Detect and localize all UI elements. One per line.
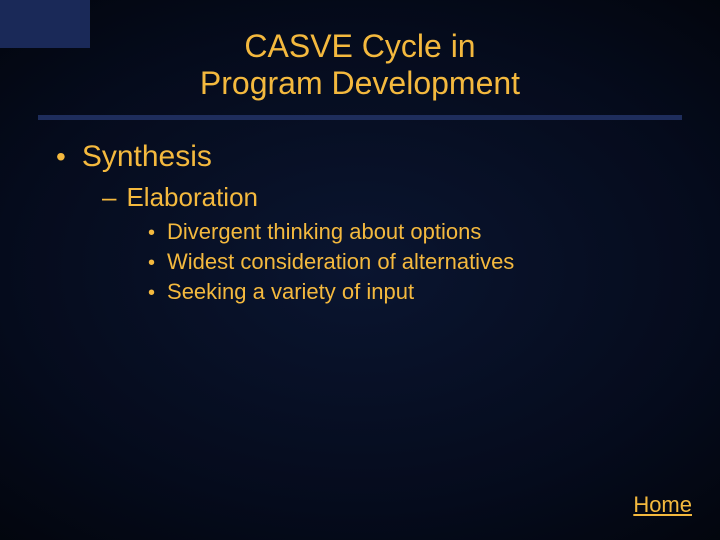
bullet-icon: •	[148, 253, 155, 273]
bullet-level3-text: Seeking a variety of input	[167, 279, 414, 305]
bullet-level3-list: • Divergent thinking about options • Wid…	[148, 219, 680, 305]
bullet-level1: • Synthesis	[56, 140, 680, 174]
bullet-icon: •	[56, 143, 66, 171]
list-item: • Divergent thinking about options	[148, 219, 680, 245]
dash-icon: –	[102, 182, 116, 213]
title-underline	[38, 115, 682, 120]
bullet-icon: •	[148, 283, 155, 303]
bullet-level3-text: Widest consideration of alternatives	[167, 249, 514, 275]
content-area: • Synthesis – Elaboration • Divergent th…	[56, 140, 680, 309]
bullet-level2: – Elaboration	[102, 182, 680, 213]
title-line-1: CASVE Cycle in	[0, 28, 720, 65]
bullet-level3-text: Divergent thinking about options	[167, 219, 481, 245]
slide-title: CASVE Cycle in Program Development	[0, 28, 720, 102]
home-link[interactable]: Home	[633, 492, 692, 518]
bullet-icon: •	[148, 223, 155, 243]
bullet-level1-text: Synthesis	[82, 140, 212, 174]
title-line-2: Program Development	[0, 65, 720, 102]
list-item: • Seeking a variety of input	[148, 279, 680, 305]
list-item: • Widest consideration of alternatives	[148, 249, 680, 275]
slide-background: CASVE Cycle in Program Development • Syn…	[0, 0, 720, 540]
bullet-level2-text: Elaboration	[126, 182, 258, 213]
